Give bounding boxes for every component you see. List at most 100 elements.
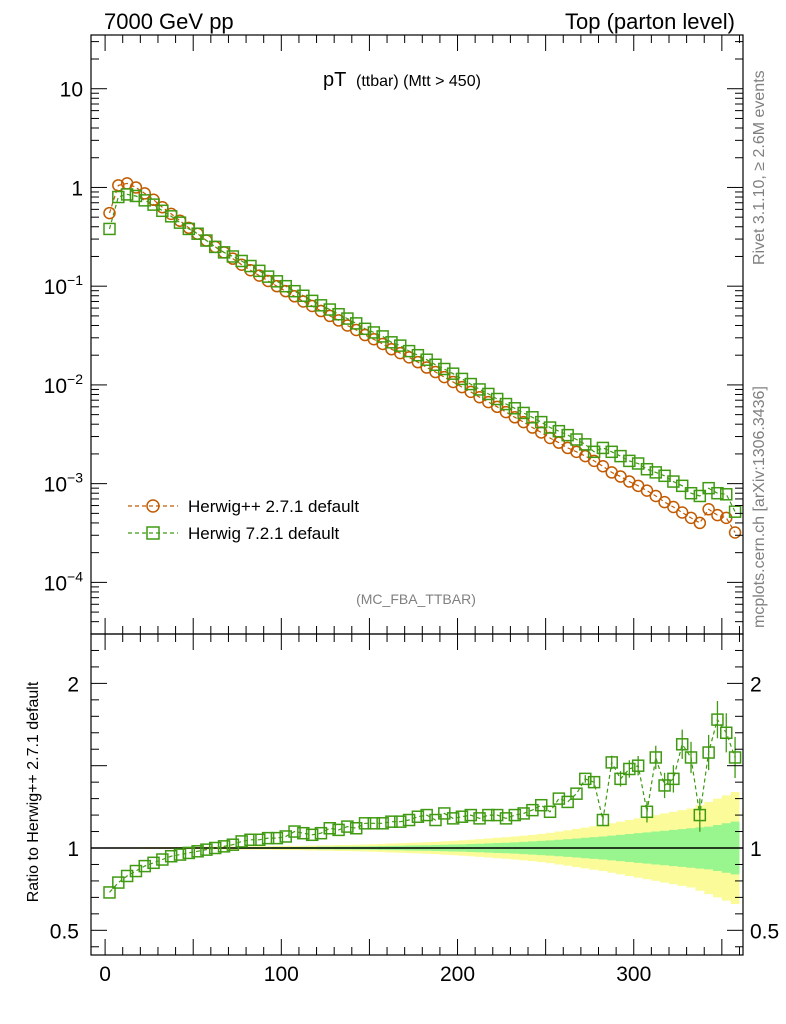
- ratio-point-herwig7: [147, 856, 160, 870]
- ratio-point-herwig7: [156, 853, 169, 866]
- ratio-point-herwig7: [473, 812, 486, 825]
- point-herwig7: [385, 336, 398, 349]
- point-herwigpp: [103, 206, 116, 220]
- ratio-point-herwig7: [508, 808, 522, 822]
- main-axes: 10 1 10−1 10−2 10−3 10−4: [44, 34, 744, 635]
- ratio-point-herwig7: [138, 859, 151, 873]
- point-herwig7: [623, 454, 636, 468]
- ratio-point-herwig7: [217, 840, 231, 853]
- ratio-point-herwig7: [605, 756, 618, 769]
- point-herwig7: [649, 466, 663, 479]
- ratio-ytick-label-left: 1: [67, 838, 79, 861]
- point-herwig7: [438, 362, 451, 376]
- main-ytick-label: 10: [60, 79, 83, 102]
- ratio-point-herwig7: [561, 795, 574, 809]
- point-herwig7: [402, 344, 416, 358]
- point-herwigpp: [649, 489, 663, 503]
- ratio-point-herwig7: [191, 845, 204, 858]
- point-herwig7: [579, 438, 592, 451]
- point-herwig7: [499, 397, 513, 411]
- point-herwig7: [305, 294, 319, 308]
- ratio-point-herwig7: [270, 831, 284, 845]
- ratio-axes: 2 2 1 1 0.5 0.5 0 100 200 300: [50, 633, 779, 986]
- point-herwig7: [191, 227, 204, 240]
- point-herwig7: [314, 299, 328, 312]
- ratio-point-herwig7: [394, 815, 407, 828]
- ratio-point-herwig7: [297, 826, 310, 840]
- point-herwig7: [367, 326, 381, 339]
- ratio-point-herwig7: [235, 835, 248, 848]
- legend-item-herwig7: Herwig 7.2.1 default: [128, 524, 339, 543]
- point-herwigpp: [490, 400, 504, 414]
- point-herwig7: [112, 190, 125, 204]
- ratio-point-herwig7: [728, 751, 742, 764]
- point-herwig7: [138, 194, 151, 207]
- ratio-point-herwig7: [429, 813, 442, 827]
- ratio-point-herwig7: [182, 846, 196, 860]
- ratio-point-herwig7: [253, 833, 266, 847]
- point-herwig7: [288, 284, 301, 298]
- point-herwig7: [667, 475, 680, 488]
- header-left: 7000 GeV pp: [104, 9, 234, 34]
- ratio-xtick-label: 300: [616, 963, 651, 986]
- ratio-point-herwig7: [455, 810, 469, 823]
- point-herwig7: [358, 322, 372, 336]
- ratio-point-herwig7: [173, 848, 187, 861]
- point-herwig7: [411, 348, 425, 362]
- point-herwigpp: [711, 508, 724, 522]
- header-right: Top (parton level): [565, 9, 735, 34]
- ratio-point-herwig7: [684, 751, 698, 764]
- ratio-point-herwig7: [482, 808, 495, 822]
- point-herwig7: [103, 222, 116, 236]
- point-herwig7: [684, 486, 698, 500]
- point-herwig7: [675, 479, 689, 493]
- ratio-ytick-label-left: 0.5: [50, 920, 79, 943]
- ratio-line-herwig7: [109, 718, 736, 893]
- ratio-point-herwig7: [341, 820, 354, 833]
- ratio-point-herwig7: [543, 805, 557, 819]
- point-herwig7: [173, 216, 187, 229]
- ratio-point-herwig7: [649, 751, 663, 764]
- point-herwig7: [323, 303, 337, 316]
- ratio-point-herwig7: [323, 821, 337, 835]
- point-herwig7: [517, 406, 530, 420]
- main-ytick-label: 10−2: [44, 371, 84, 398]
- ratio-frame: [90, 633, 744, 956]
- legend-label-herwigpp: Herwig++ 2.7.1 default: [188, 497, 359, 516]
- main-ytick-label: 10−1: [44, 272, 84, 299]
- point-herwigpp: [702, 503, 715, 516]
- ratio-xtick-label: 100: [264, 963, 299, 986]
- mcplots-label: mcplots.cern.ch [arXiv:1306.3436]: [751, 386, 768, 628]
- point-herwigpp: [728, 526, 742, 539]
- ratio-data-layer: [91, 700, 743, 904]
- ratio-point-herwig7: [711, 713, 724, 726]
- ratio-point-herwig7: [596, 813, 610, 827]
- ratio-point-herwig7: [552, 792, 566, 805]
- point-herwig7: [473, 383, 486, 396]
- rivet-label: Rivet 3.1.10, ≥ 2.6M events: [751, 70, 768, 265]
- ratio-point-herwig7: [693, 808, 707, 822]
- point-herwig7: [720, 488, 733, 501]
- series-line-herwig7: [108, 193, 736, 512]
- ratio-point-herwig7: [103, 886, 116, 899]
- point-herwigpp: [411, 355, 425, 369]
- ratio-point-herwig7: [623, 762, 636, 776]
- ratio-point-herwig7: [367, 817, 381, 830]
- ratio-point-herwig7: [640, 805, 654, 819]
- point-herwigpp: [675, 506, 689, 519]
- point-herwig7: [332, 307, 345, 321]
- plot-title-sub: (ttbar) (Mtt > 450): [356, 73, 481, 90]
- legend-marker-herwig7: [146, 526, 160, 540]
- point-herwig7: [164, 210, 178, 223]
- main-ytick-label: 10−3: [44, 470, 84, 497]
- point-herwig7: [552, 424, 566, 438]
- ratio-point-herwig7: [332, 823, 345, 837]
- ratio-ylabel: Ratio to Herwig++ 2.7.1 default: [25, 681, 42, 902]
- ratio-xtick-label: 200: [440, 963, 475, 986]
- main-data-layer: [103, 177, 742, 539]
- ratio-point-herwig7: [517, 807, 530, 820]
- main-frame: [90, 34, 744, 635]
- plot-title-main: pT: [323, 69, 346, 91]
- point-herwig7: [640, 462, 654, 476]
- point-herwig7: [561, 428, 574, 442]
